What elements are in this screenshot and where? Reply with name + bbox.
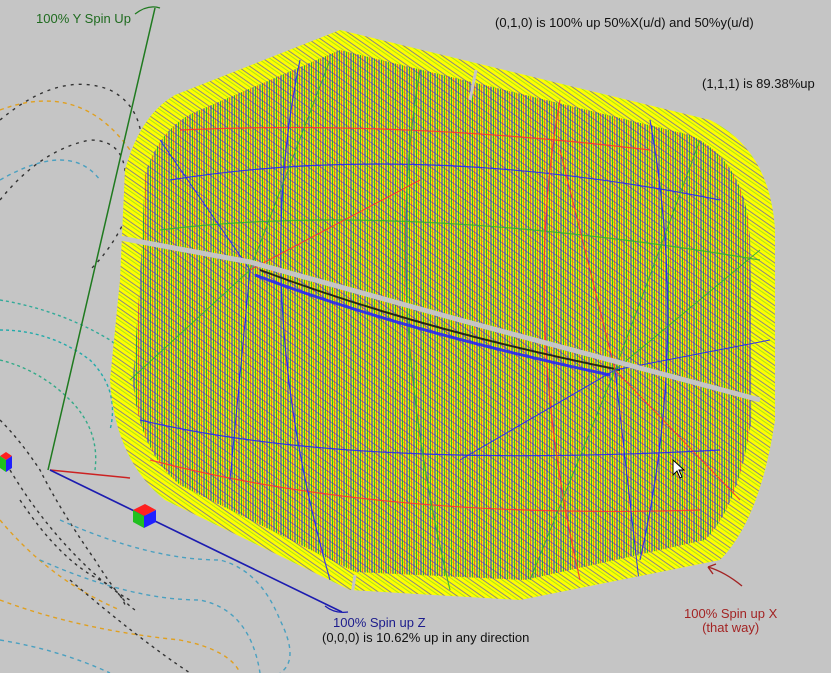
spin-trajectory-curves <box>0 83 291 673</box>
x-axis-line <box>49 469 131 479</box>
y-axis-hook <box>134 6 161 15</box>
annotation-arrow-icon <box>707 563 743 587</box>
z-axis-hook <box>324 605 349 613</box>
origin-cube-icon <box>133 504 156 528</box>
point-000-note: (0,0,0) is 10.62% up in any direction <box>322 630 530 645</box>
z-axis-line <box>49 469 343 613</box>
x-axis-label: 100% Spin up X <box>684 606 778 621</box>
x-axis-sublabel: (that way) <box>702 620 760 635</box>
y-axis-line <box>47 7 156 471</box>
mouse-cursor-icon <box>672 459 686 479</box>
z-axis-label: 100% Spin up Z <box>333 615 426 630</box>
point-111-note: (1,1,1) is 89.38%up <box>702 76 815 91</box>
origin-cube-icon <box>0 452 12 472</box>
y-axis-label: 100% Y Spin Up <box>36 11 131 26</box>
spin-cube <box>110 30 775 600</box>
point-010-note: (0,1,0) is 100% up 50%X(u/d) and 50%y(u/… <box>495 15 754 30</box>
x-axis-label-block: 100% Spin up X (that way) <box>684 607 777 635</box>
